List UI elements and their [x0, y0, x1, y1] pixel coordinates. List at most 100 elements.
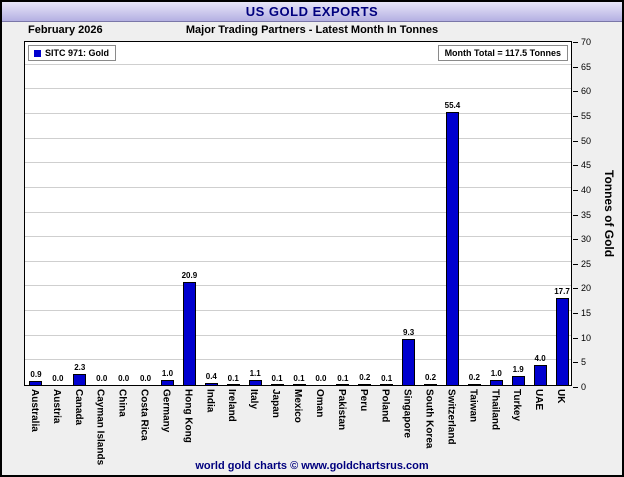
- chart-subtitle: Major Trading Partners - Latest Month In…: [185, 24, 439, 36]
- y-axis-tick: [573, 91, 578, 93]
- bar: [292, 384, 306, 385]
- x-axis-label: Taiwan: [467, 389, 479, 423]
- y-axis-tick: [573, 66, 578, 68]
- sub-header: February 2026 Major Trading Partners - L…: [2, 22, 622, 39]
- y-axis-tick: [573, 313, 578, 315]
- bar-value-label: 0.0: [96, 374, 108, 383]
- bar: [270, 384, 284, 385]
- x-axis-label: Turkey: [511, 389, 523, 422]
- y-axis-tick-label: 45: [581, 160, 592, 171]
- title-bar: US GOLD EXPORTS: [2, 2, 622, 22]
- bar-value-label: 1.0: [490, 369, 502, 379]
- x-axis-label: Switzerland: [445, 389, 457, 445]
- x-axis-label: Singapore: [401, 389, 413, 438]
- bar-value-label: 0.0: [315, 374, 327, 383]
- legend: SITC 971: Gold: [28, 45, 117, 61]
- bar: [29, 380, 43, 385]
- gridline: [25, 359, 571, 361]
- bar: [336, 384, 350, 385]
- gridline: [25, 88, 571, 90]
- bar-value-label: 1.0: [161, 369, 174, 379]
- legend-swatch: [34, 49, 41, 57]
- y-axis-tick: [573, 362, 578, 364]
- x-axis-label: Hong Kong: [182, 389, 194, 443]
- bar: [445, 111, 459, 385]
- bar: [248, 379, 262, 385]
- y-axis-tick-label: 10: [581, 332, 592, 343]
- y-axis-tick-label: 25: [581, 258, 592, 269]
- bar-value-label: 0.1: [293, 373, 305, 383]
- y-axis-tick: [573, 387, 578, 388]
- y-axis-tick: [573, 239, 578, 241]
- report-date: February 2026: [28, 24, 103, 36]
- gridline: [25, 137, 571, 139]
- x-axis-label: Peru: [357, 389, 369, 412]
- x-axis-label: Pakistan: [335, 389, 347, 431]
- x-axis-label: UK: [555, 389, 567, 404]
- plot-area: SITC 971: Gold Month Total = 117.5 Tonne…: [24, 41, 572, 386]
- bar-value-label: 55.4: [444, 100, 461, 110]
- y-axis-tick-label: 30: [581, 234, 592, 245]
- bar: [226, 384, 240, 385]
- x-axis-label: Mexico: [292, 389, 303, 423]
- y-axis-tick: [573, 214, 578, 216]
- y-axis-tick: [573, 263, 578, 265]
- x-axis-label: Germany: [160, 389, 172, 433]
- bar-value-label: 0.2: [359, 373, 371, 383]
- gridline: [25, 310, 571, 312]
- bar-value-label: 2.3: [74, 362, 86, 372]
- gridline: [25, 112, 571, 114]
- bar: [402, 339, 416, 385]
- y-axis-tick-label: 60: [581, 86, 592, 97]
- bar: [467, 384, 481, 385]
- bar-value-label: 9.3: [403, 328, 415, 338]
- bar-value-label: 1.9: [512, 364, 524, 374]
- bar-value-label: 0.2: [424, 373, 437, 383]
- gridline: [25, 211, 571, 213]
- bar: [204, 383, 218, 385]
- bar-value-label: 4.0: [534, 354, 546, 364]
- x-axis-label: UAE: [533, 389, 545, 411]
- gridline: [25, 162, 571, 164]
- y-axis-tick-label: 70: [581, 37, 592, 47]
- bar-value-label: 0.1: [337, 373, 349, 383]
- gridline: [25, 236, 571, 238]
- y-axis-tick-label: 20: [581, 283, 592, 294]
- gridline: [25, 63, 571, 65]
- x-axis-label: Canada: [72, 389, 84, 426]
- bar: [380, 384, 394, 385]
- y-axis-tick-label: 55: [581, 110, 592, 121]
- footer-credit: world gold charts © www.goldchartsrus.co…: [195, 460, 429, 472]
- chart-area: SITC 971: Gold Month Total = 117.5 Tonne…: [2, 37, 622, 465]
- bar: [424, 384, 438, 385]
- x-axis-label: India: [204, 389, 216, 413]
- gridline: [25, 334, 571, 336]
- bar-value-label: 0.1: [227, 373, 239, 383]
- bar: [533, 365, 547, 385]
- y-axis-tick: [573, 288, 578, 290]
- y-axis-tick-label: 15: [581, 308, 592, 319]
- gridline: [25, 285, 571, 287]
- bar: [358, 384, 372, 385]
- bar: [160, 380, 174, 385]
- x-axis-label: South Korea: [423, 389, 435, 449]
- y-axis-tick-label: 0: [581, 382, 587, 392]
- bar-value-label: 17.7: [554, 286, 570, 296]
- bar-value-label: 0.9: [30, 369, 42, 379]
- bar-value-label: 0.4: [205, 372, 217, 382]
- bar-value-label: 0.0: [118, 374, 130, 383]
- x-axis-labels: Australia Austria Canada Cayman Islands Chin…: [24, 389, 572, 465]
- legend-label: SITC 971: Gold: [45, 48, 110, 58]
- y-axis-tick-label: 50: [581, 135, 592, 146]
- bar-value-label: 0.0: [139, 374, 152, 383]
- gridline: [25, 186, 571, 188]
- bar-value-label: 1.1: [249, 368, 261, 378]
- y-axis-tick: [573, 189, 578, 191]
- y-axis-tick: [573, 115, 578, 117]
- bar-value-label: 0.0: [52, 374, 64, 383]
- y-axis-title: Tonnes of Gold: [602, 170, 616, 258]
- x-axis-label: Cayman Islands: [94, 389, 106, 466]
- bar-value-label: 0.1: [271, 373, 283, 383]
- x-axis-label: Poland: [379, 389, 391, 423]
- y-axis-tick: [573, 140, 578, 142]
